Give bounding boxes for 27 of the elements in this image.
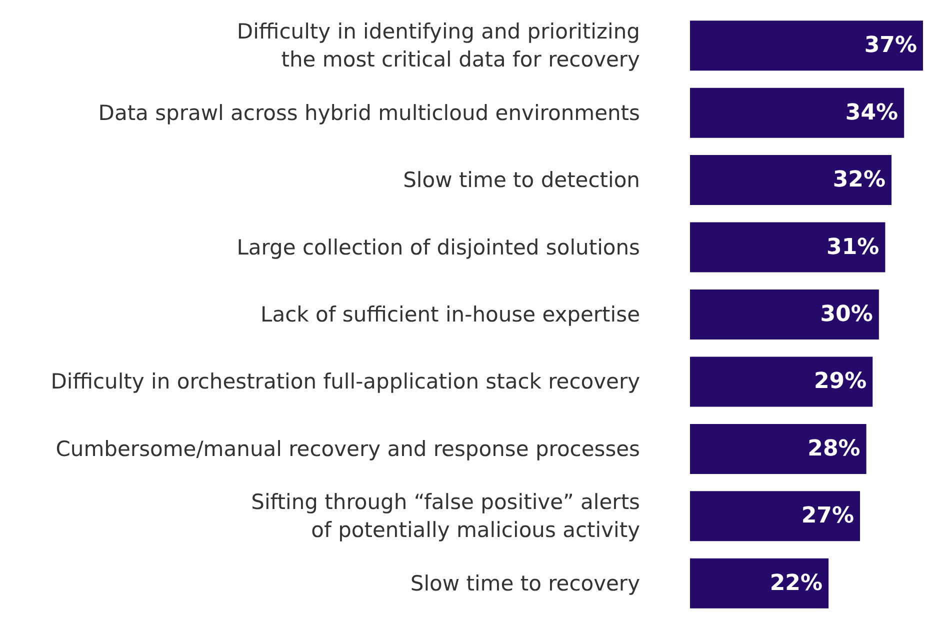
bar bbox=[690, 155, 892, 206]
bar bbox=[690, 558, 829, 608]
y-tick-label: Difficulty in orchestration full-application stack recovery bbox=[50, 370, 640, 394]
bar bbox=[690, 356, 873, 407]
data-label: 37% bbox=[864, 33, 917, 58]
bar bbox=[690, 88, 904, 138]
data-label: 31% bbox=[826, 234, 880, 260]
y-tick-label: Slow time to detection bbox=[403, 168, 640, 192]
bar bbox=[690, 20, 923, 71]
bar bbox=[690, 222, 886, 272]
data-label: 22% bbox=[770, 570, 823, 596]
y-tick-label: Lack of sufficient in-house expertise bbox=[260, 302, 640, 326]
data-label: 30% bbox=[820, 302, 873, 327]
bar bbox=[690, 491, 860, 542]
data-label: 28% bbox=[808, 436, 860, 462]
data-label: 32% bbox=[832, 168, 886, 193]
bar bbox=[690, 424, 866, 474]
bar bbox=[690, 290, 879, 340]
data-label: 29% bbox=[814, 369, 867, 394]
data-label: 27% bbox=[801, 504, 854, 529]
y-tick-label: Data sprawl across hybrid multicloud environments bbox=[98, 100, 640, 125]
data-label: 34% bbox=[845, 100, 898, 126]
y-tick-label: Large collection of disjointed solutions bbox=[236, 235, 640, 260]
y-tick-label: Cumbersome/manual recovery and response processes bbox=[56, 436, 640, 461]
y-tick-label: Slow time to recovery bbox=[410, 571, 640, 596]
y-tick-label: Difficulty in identifying and prioritizing the most critical data for recovery bbox=[236, 20, 640, 72]
y-tick-label: Sifting through “false positive” alerts of potentially malicious activity bbox=[251, 490, 640, 542]
